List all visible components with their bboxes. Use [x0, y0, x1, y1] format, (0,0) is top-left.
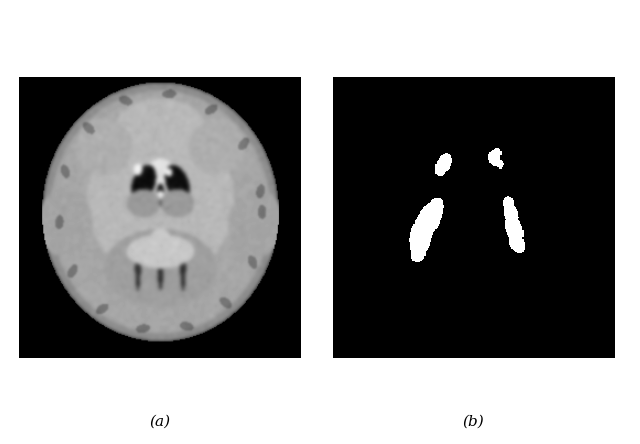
Text: (a): (a) — [149, 415, 171, 429]
Text: (b): (b) — [463, 415, 484, 429]
